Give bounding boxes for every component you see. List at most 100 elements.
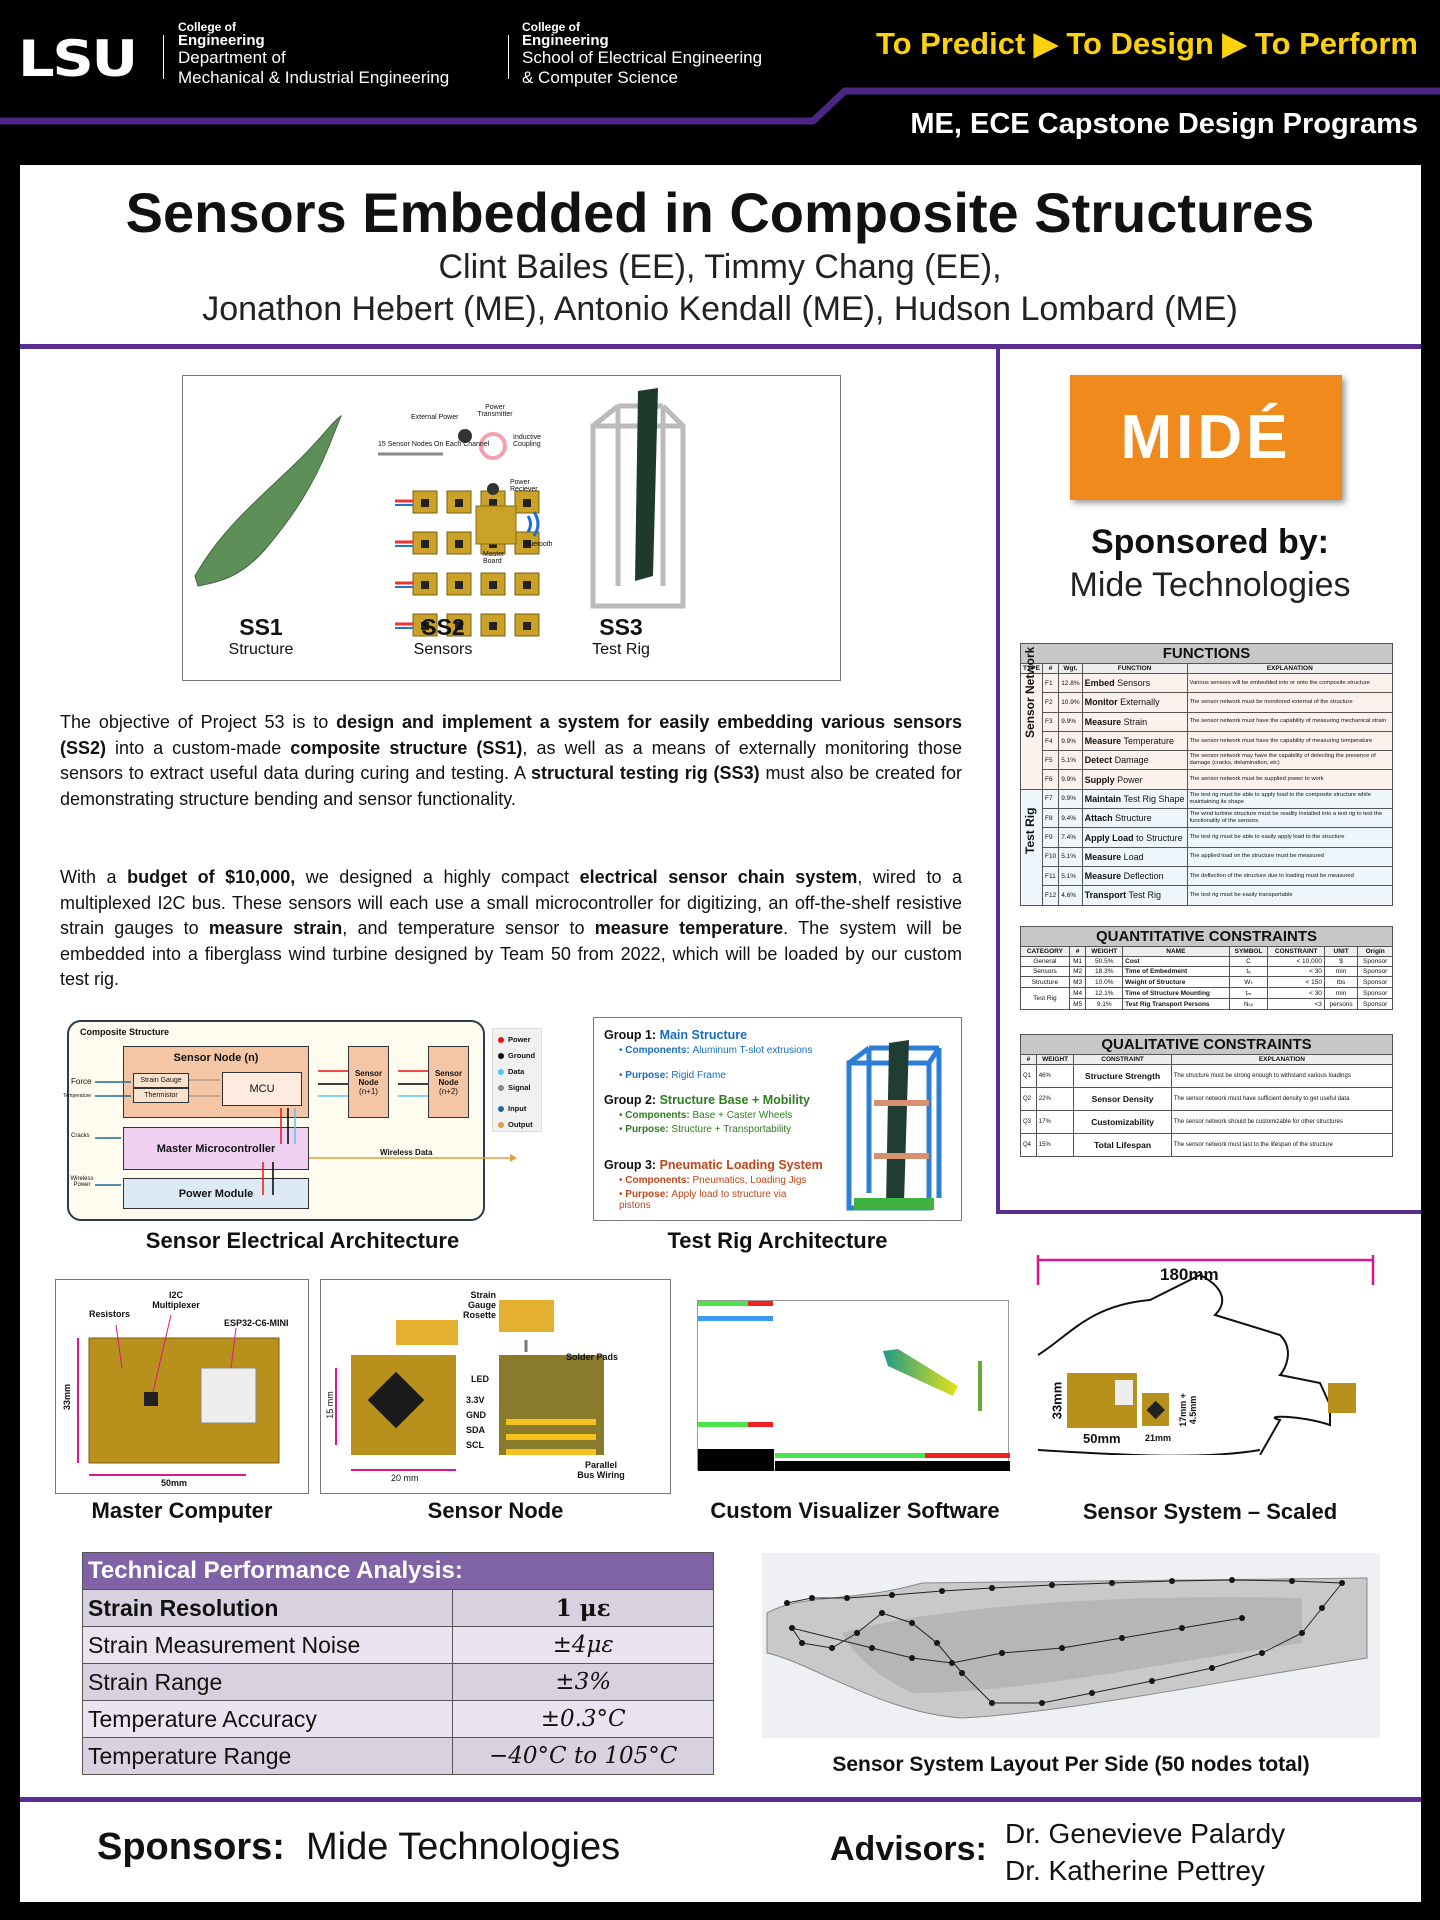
cell: C [1228,956,1269,967]
group-number: Group 1: [604,1028,660,1042]
function-object: Deflection [1121,871,1164,882]
cell: Test Rig Transport Persons [1122,998,1230,1010]
function-verb: Measure [1084,871,1122,882]
column-header: # [1068,946,1087,957]
table-title-row: QUANTITATIVE CONSTRAINTS [1020,926,1393,947]
subsystem-code: SS2 [421,614,465,640]
poster-title: Sensors Embedded in Composite Structures [125,181,1315,244]
table-row: Temperature Range −40°C to 105°C [81,1737,714,1775]
function-verb: Detect [1084,755,1113,766]
text: . The system will be embedded into a fib… [60,918,962,989]
function-verb: Measure [1084,716,1122,727]
mcu-box: MCU [222,1072,302,1106]
cell: F10 [1041,846,1060,867]
cell: Q2 [1020,1087,1037,1111]
cell: Sponsor [1357,976,1393,988]
cracks-input-label: Cracks [71,1133,90,1139]
table-row: Q2 22% Sensor Density The sensor network mu… [1020,1087,1394,1111]
sensor-chain-line [786,1579,1344,1704]
metric-name: Strain Measurement Noise [81,1626,454,1664]
label-resistors: Resistors [89,1309,131,1319]
sensor-node-n1: Sensor Node (n+1) [348,1046,389,1118]
cell: Test Rig [1020,987,1070,1010]
hand-outline-icon [1036,1255,1375,1455]
table-row: F3 9.9% Measure Strain The sensor network m… [1021,711,1394,732]
bold-text: budget of $10,000, [127,867,296,887]
design-paragraph: With a budget of $10,000, we designed a … [60,865,962,993]
table-title: Technical Performance Analysis: [82,1552,714,1590]
group-name: Structure Base + Mobility [659,1093,810,1107]
label-33mm: 33mm [1049,1381,1065,1420]
bullet-label: Purpose: [625,1124,672,1135]
ece-school: College of Engineering School of Electri… [522,20,762,88]
table-row: Test Rig F7 9.9% Maintain Test Rig Shape The… [1020,788,1394,906]
bullet-label: Components: [625,1110,693,1121]
test-rig-icon [590,388,686,609]
legend-item: Power [498,1035,531,1044]
table-row: Strain Range ±3% [81,1663,714,1701]
cell: < 150 [1267,976,1325,988]
legend-item: Input [498,1104,526,1113]
explanation-cell: The test rig must be able to apply load … [1186,788,1394,810]
blade-layout-drawing [766,1577,1368,1719]
column-header: CATEGORY [1020,946,1070,957]
function-cell: Measure Load [1081,846,1188,867]
legend-item: Ground [498,1051,535,1060]
cell: F1 [1041,672,1060,694]
cell: Time of Embedment [1122,966,1230,977]
legend-dot [498,1121,504,1128]
cell: 9.4% [1058,808,1083,829]
legend-dot [498,1084,504,1091]
sensor-scaled-figure: 180mm 33mm 50mm 21mm 17mm + 4.5mm [1030,1255,1390,1455]
rig-group-purp: • Purpose: Apply load to structure via p… [619,1189,787,1211]
group-number: Group 3: [604,1158,660,1172]
table-row: Q3 17% Customizability The sensor network s… [1020,1110,1394,1134]
cell: Nₜₚ [1228,998,1269,1010]
header-purple-line [0,87,1440,125]
subsystems-figure: External Power Power Transmitter Inducti… [182,375,841,681]
table-row: F4 9.9% Measure Temperature The sensor netw… [1021,730,1394,752]
table-row: F9 7.4% Apply Load to Structure The test ri… [1021,827,1394,848]
text: The objective of Project 53 is to [60,712,337,732]
table-header-row: TYPE # Wgt. FUNCTION EXPLANATION [1020,663,1394,674]
connect-button [698,1301,748,1306]
cell: tₑ [1228,966,1269,977]
bullet-text: Rigid Frame [671,1070,726,1081]
cell: 50.5% [1085,956,1124,967]
text: , wired to a multiplexed I2C bus. These … [60,867,963,938]
subsystem-name: Test Rig [592,641,650,658]
function-object: Damage [1112,755,1149,766]
label-21mm: 21mm [1145,1433,1172,1443]
sponsored-by-label: Sponsored by: [1090,523,1330,561]
master-pcb-icon [77,1314,280,1476]
authors-line: Jonathon Hebert (ME), Antonio Kendall (M… [202,290,1238,328]
school-line: & Computer Science [522,68,678,87]
column-header: CONSTRAINT [1073,1054,1172,1065]
master-microcontroller: Master Microcontroller [123,1127,309,1170]
cell: F5 [1041,750,1060,771]
test-rig-caption: Test Rig Architecture [667,1228,888,1253]
rig-group-title: Group 2: Structure Base + Mobility [604,1093,810,1107]
explanation-cell: The deflection of the structure due to l… [1186,865,1394,887]
lsu-logo: LSU [18,30,138,88]
disconnect-button [748,1301,773,1306]
cell: F9 [1041,827,1060,848]
blade-icon [194,414,343,587]
me-department: College of Engineering Department of Mec… [178,20,449,88]
sidebar-border [996,1210,1421,1214]
column-header: EXPLANATION [1170,1054,1394,1065]
cell: lbs [1323,976,1359,988]
function-cell: Measure Temperature [1081,730,1188,752]
explanation-cell: The test rig must be able to easily appl… [1186,827,1394,848]
metric-value: ±3% [452,1663,714,1701]
function-verb: Attach [1084,813,1113,824]
bold-text: composite structure (SS1) [290,737,523,758]
cell: Sponsor [1357,956,1393,967]
label-channel: 15 Sensor Nodes On Each Channel [378,441,490,448]
label-master-board: Master Board [483,551,505,565]
table-row: General M1 50.5% Cost C < 10,000 $ Sponsor [1020,956,1393,967]
cell: 18.3% [1085,966,1124,977]
college-label: College of [178,20,237,34]
function-verb: Monitor [1084,697,1118,708]
metric-name: Strain Range [81,1663,454,1701]
